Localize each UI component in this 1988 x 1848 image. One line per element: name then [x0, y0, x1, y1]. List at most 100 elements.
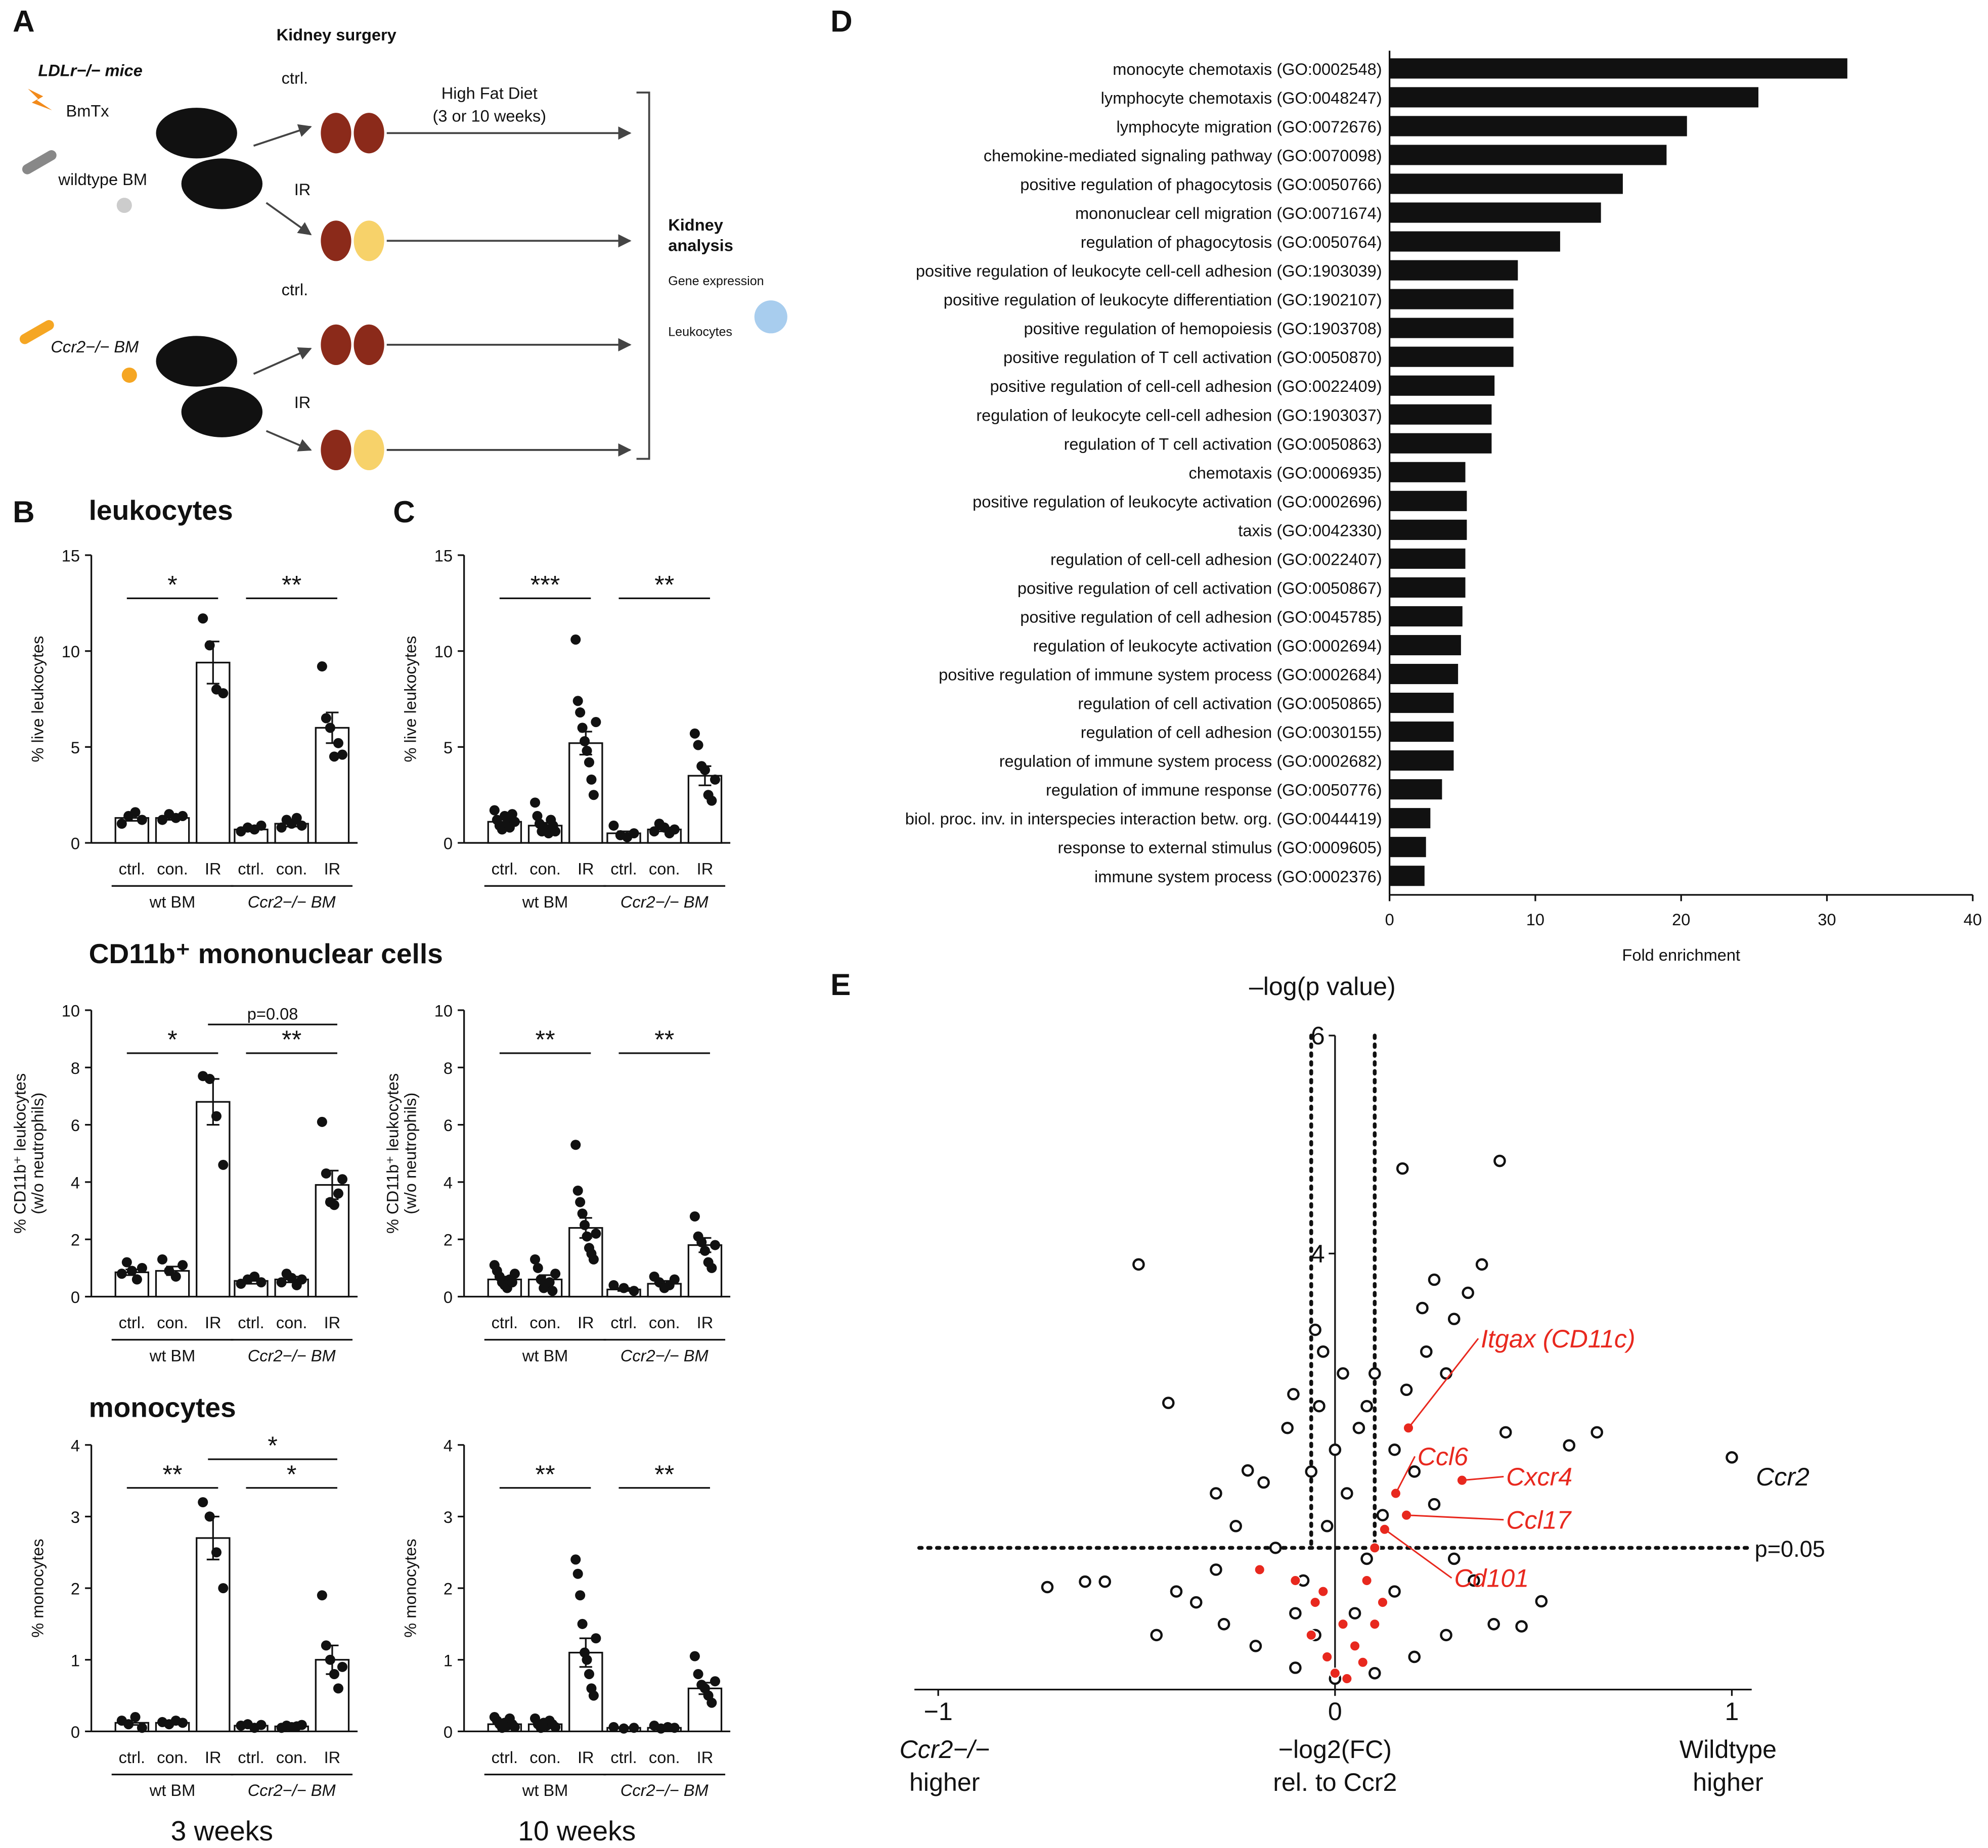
y-tick-label: 8 [444, 1059, 453, 1077]
y-tick-label: 6 [1311, 1022, 1325, 1050]
data-point [1317, 1345, 1330, 1358]
data-point [699, 764, 710, 775]
data-point [575, 707, 586, 718]
data-point [1329, 1444, 1342, 1456]
bar [1389, 750, 1454, 771]
significance-label: * [167, 1025, 178, 1054]
data-point [509, 1269, 520, 1279]
significance-label: p=0.08 [247, 1005, 298, 1023]
data-point [276, 822, 287, 833]
data-point [1515, 1620, 1528, 1633]
highlight-point [1337, 1618, 1349, 1630]
bar [687, 1244, 723, 1298]
data-point [619, 1283, 629, 1293]
data-point [693, 1669, 703, 1680]
data-point [337, 1661, 348, 1672]
side-label: higher [909, 1768, 980, 1796]
y-tick-label: positive regulation of hemopoiesis (GO:1… [1024, 320, 1382, 338]
y-axis-label: % live leukocytes [401, 636, 419, 762]
bar [1389, 866, 1425, 886]
x-tick-label: −1 [924, 1697, 953, 1726]
significance-label: * [287, 1460, 297, 1489]
x-tick-label: 20 [1672, 911, 1690, 929]
diagram-text: Leukocytes [668, 325, 732, 339]
bar [1389, 519, 1467, 540]
data-point [572, 1568, 583, 1579]
data-point [1428, 1498, 1441, 1511]
y-tick-label: regulation of cell-cell adhesion (GO:002… [1050, 550, 1382, 568]
data-point [689, 728, 700, 739]
data-point [126, 1266, 137, 1276]
bar [1389, 635, 1461, 656]
section-title: CD11b⁺ mononuclear cells [89, 938, 443, 969]
data-point [582, 745, 592, 756]
data-point [1309, 1323, 1321, 1336]
y-tick-label: 6 [71, 1116, 80, 1135]
data-point [1388, 1585, 1401, 1598]
y-tick-label: 0 [444, 835, 453, 853]
significance-label: ** [654, 1025, 674, 1054]
y-tick-label: chemokine-mediated signaling pathway (GO… [984, 147, 1382, 165]
x-tick-label: IR [697, 1748, 714, 1767]
data-point [137, 815, 147, 825]
data-point [507, 1277, 517, 1288]
data-point [509, 1722, 520, 1732]
bar [1389, 722, 1454, 742]
significance-label: *** [531, 570, 560, 599]
x-axis-label: rel. to Ccr2 [1273, 1768, 1397, 1796]
gene-label: Ccr2 [1756, 1463, 1809, 1491]
icon [28, 88, 52, 111]
highlight-point [1309, 1597, 1321, 1608]
data-point [1041, 1581, 1054, 1594]
highlight-point [1305, 1629, 1317, 1641]
data-point [629, 1723, 639, 1733]
data-point [1408, 1650, 1421, 1663]
data-point [532, 810, 543, 821]
y-tick-label: 2 [444, 1231, 453, 1249]
y-tick-label: positive regulation of cell-cell adhesio… [990, 377, 1382, 395]
section-title: monocytes [89, 1392, 236, 1423]
data-point [586, 774, 597, 785]
data-point [1388, 1444, 1401, 1456]
data-point [608, 820, 619, 831]
y-tick-label: regulation of T cell activation (GO:0050… [1064, 435, 1382, 453]
data-point [550, 1269, 561, 1279]
data-point [337, 1174, 348, 1185]
diagram-text: (3 or 10 weeks) [433, 107, 547, 125]
data-point [1249, 1640, 1262, 1652]
x-tick-label: IR [697, 1314, 714, 1332]
diagram-text: BmTx [66, 102, 109, 120]
y-tick-label: regulation of cell activation (GO:005086… [1078, 695, 1382, 713]
data-point [130, 807, 141, 818]
data-point [178, 1718, 188, 1728]
data-point [157, 1254, 168, 1265]
diagram-text: Kidney surgery [277, 26, 396, 44]
x-tick-label: 0 [1328, 1697, 1342, 1726]
y-tick-label: response to external stimulus (GO:000960… [1058, 839, 1382, 857]
bar [315, 727, 350, 844]
data-point [256, 1277, 267, 1288]
data-point [256, 1720, 267, 1730]
bar [1389, 404, 1492, 425]
data-point [211, 1547, 222, 1558]
data-point [608, 1722, 619, 1732]
data-point [317, 1116, 327, 1127]
data-point [570, 634, 581, 645]
y-axis-label: (w/o neutrophils) [28, 1093, 47, 1214]
x-axis-label: Fold enrichment [1622, 946, 1740, 964]
data-point [1447, 1552, 1461, 1565]
significance-label: * [268, 1431, 278, 1460]
highlight-point [1341, 1673, 1353, 1685]
data-point [584, 1669, 595, 1680]
data-point [276, 1277, 287, 1288]
data-point [1289, 1607, 1302, 1620]
data-point [170, 1271, 181, 1282]
diagram-text: analysis [668, 236, 733, 254]
x-tick-label: con. [529, 860, 561, 878]
panel-label: C [393, 495, 415, 529]
data-point [178, 810, 188, 821]
highlight-point [1369, 1618, 1381, 1630]
y-tick-label: 8 [71, 1059, 80, 1077]
y-tick-label: monocyte chemotaxis (GO:0002548) [1113, 60, 1382, 78]
